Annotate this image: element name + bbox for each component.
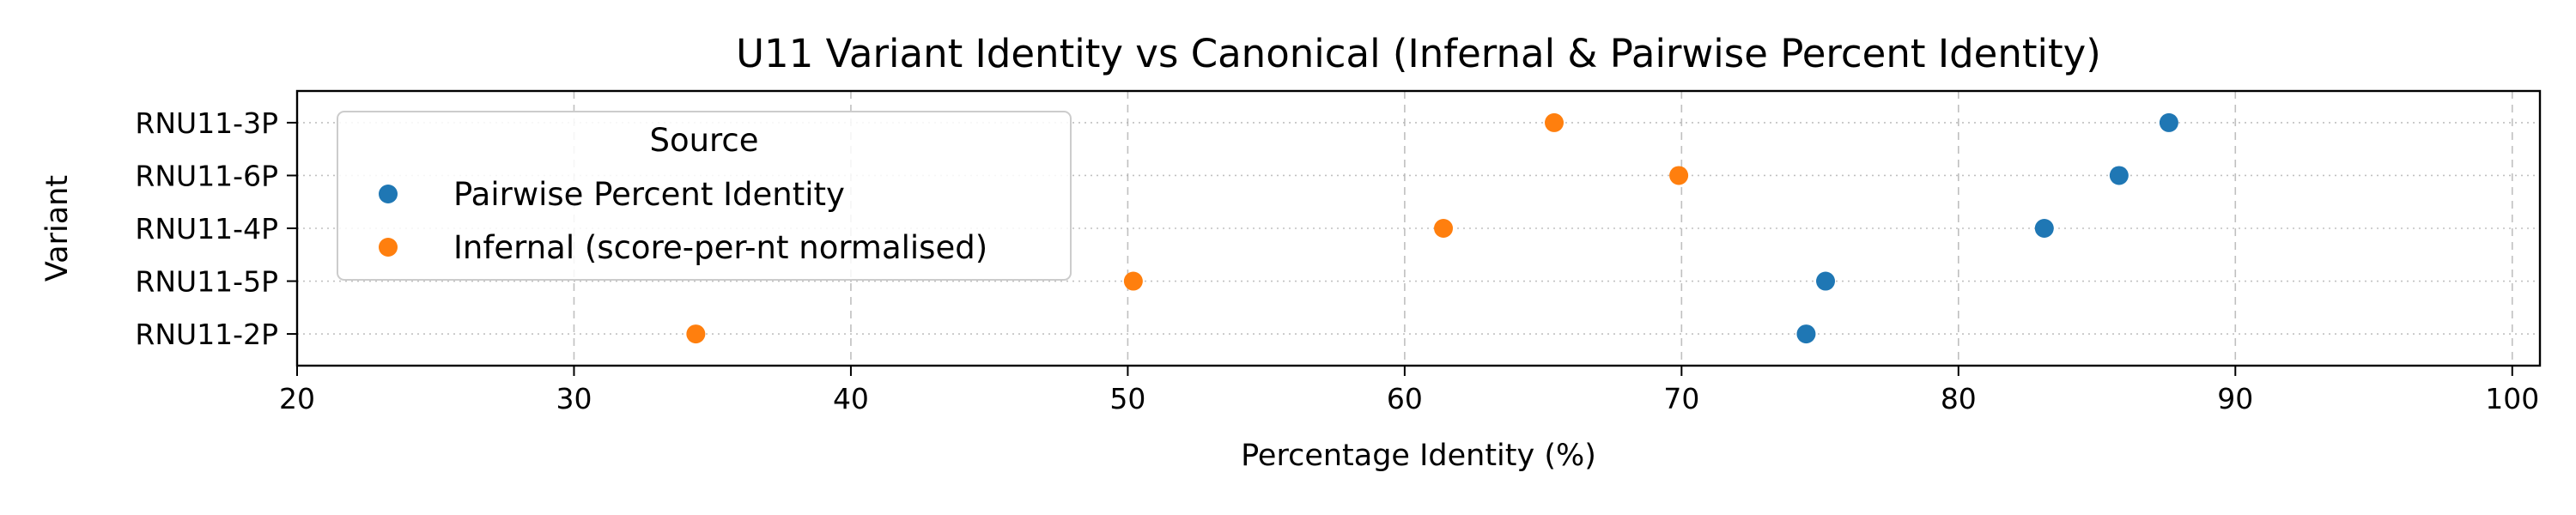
- x-tick-label: 90: [2217, 382, 2253, 415]
- y-tick-label-rnu11-6p: RNU11-6P: [135, 159, 278, 192]
- x-tick-label: 50: [1109, 382, 1145, 415]
- x-tick-label: 60: [1387, 382, 1423, 415]
- legend-box: [337, 111, 1072, 281]
- y-tick-label-rnu11-5p: RNU11-5P: [135, 265, 278, 299]
- y-tick-label-rnu11-4p: RNU11-4P: [135, 212, 278, 245]
- y-axis-label: Variant: [40, 175, 75, 282]
- point-pairwise-rnu11-5p: [1816, 271, 1836, 291]
- legend-marker-pairwise: [379, 185, 398, 203]
- point-pairwise-rnu11-3p: [2159, 112, 2178, 132]
- x-tick-label: 70: [1663, 382, 1699, 415]
- point-infernal-rnu11-3p: [1545, 112, 1564, 132]
- legend-title: Source: [649, 122, 758, 159]
- point-pairwise-rnu11-6p: [2109, 166, 2129, 185]
- chart-title: U11 Variant Identity vs Canonical (Infer…: [736, 31, 2101, 76]
- point-infernal-rnu11-6p: [1669, 166, 1689, 185]
- y-tick-label-rnu11-3p: RNU11-3P: [135, 106, 278, 140]
- legend-marker-infernal: [379, 238, 398, 257]
- point-infernal-rnu11-4p: [1434, 219, 1454, 238]
- point-infernal-rnu11-5p: [1123, 271, 1143, 291]
- point-pairwise-rnu11-2p: [1796, 324, 1816, 344]
- point-infernal-rnu11-2p: [686, 324, 706, 344]
- x-tick-label: 30: [556, 382, 592, 415]
- point-pairwise-rnu11-4p: [2034, 219, 2054, 238]
- legend-label-pairwise: Pairwise Percent Identity: [453, 176, 845, 213]
- y-tick-label-rnu11-2p: RNU11-2P: [135, 318, 278, 351]
- x-tick-label: 100: [2485, 382, 2539, 415]
- legend: Source Pairwise Percent Identity Inferna…: [337, 111, 1072, 281]
- x-tick-label: 80: [1941, 382, 1977, 415]
- legend-label-infernal: Infernal (score-per-nt normalised): [453, 229, 987, 266]
- x-tick-label: 20: [279, 382, 315, 415]
- x-tick-label: 40: [833, 382, 869, 415]
- x-axis-label: Percentage Identity (%): [1241, 439, 1596, 473]
- axis-ticks: 20 30 40 50 60 70 80 90 100 RNU11-3P RNU11-6P RNU11…: [135, 106, 2539, 415]
- data-points: [686, 112, 2178, 344]
